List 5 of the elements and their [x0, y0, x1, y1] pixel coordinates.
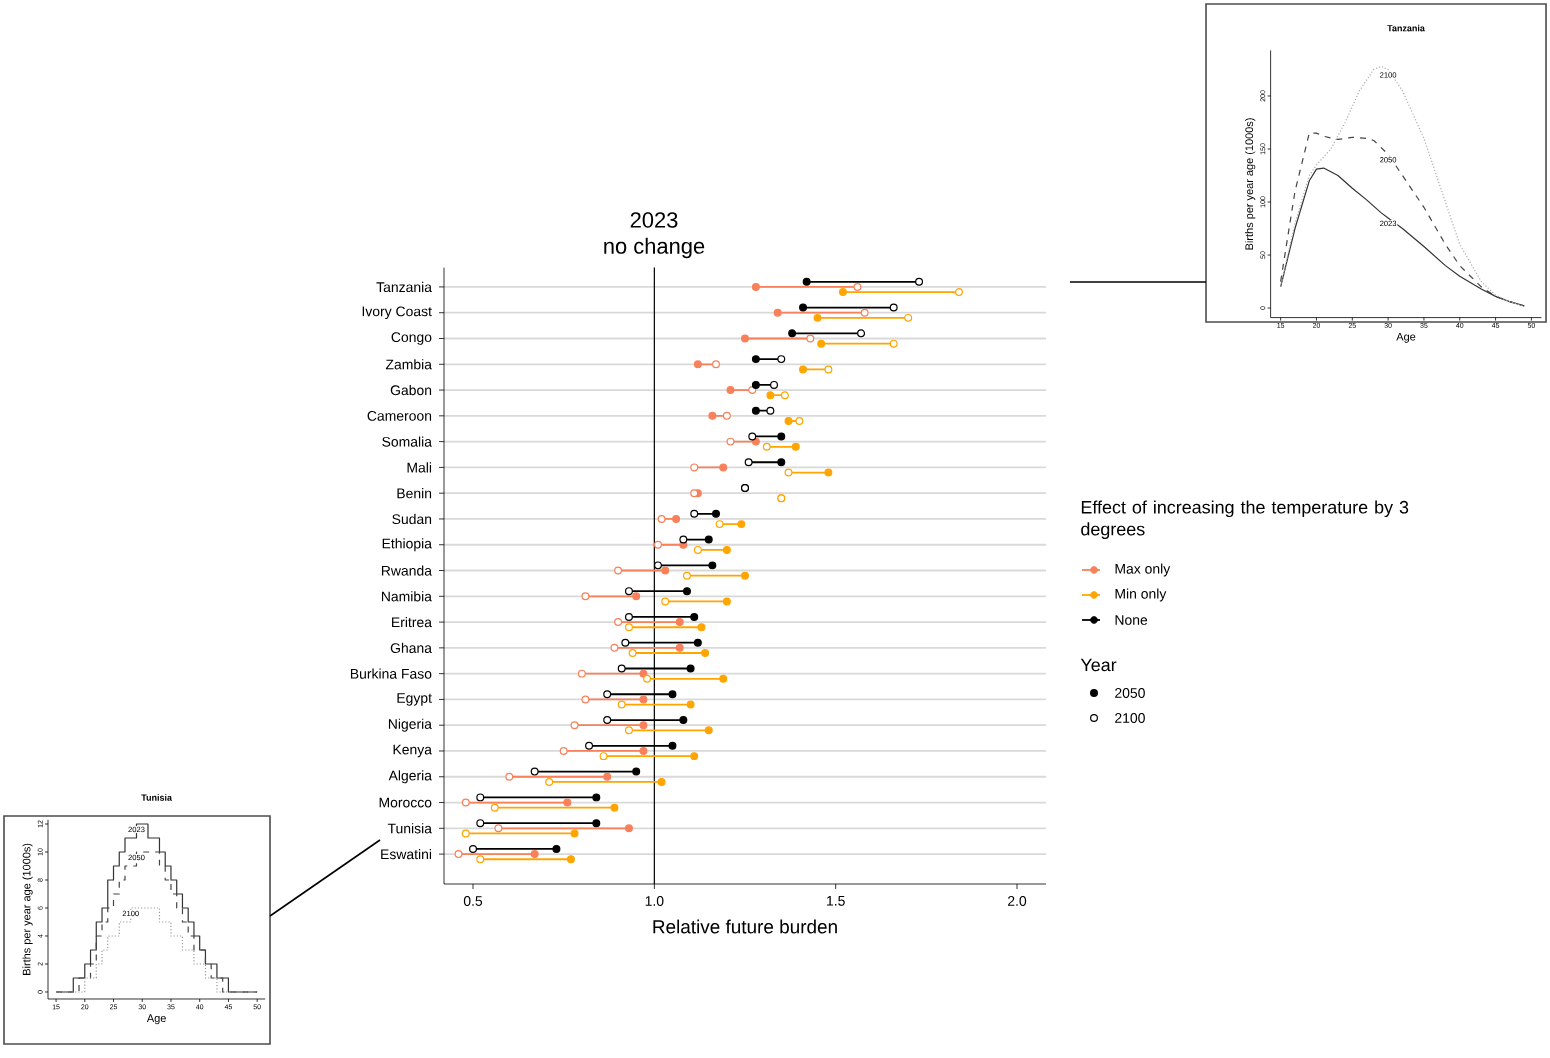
legend-title: Effect of increasing the temperature by 3 degrees [1081, 500, 1409, 540]
text: Year [1080, 658, 1117, 672]
chart-subtitle: no change [604, 237, 705, 259]
x-axis-title: Relative future burden [653, 919, 837, 934]
chart-title: 2023 [630, 212, 678, 228]
